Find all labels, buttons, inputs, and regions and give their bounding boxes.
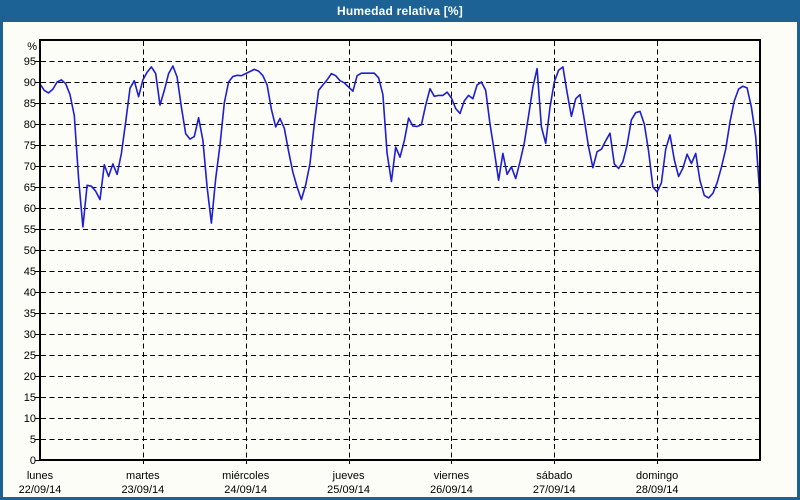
y-tick-label: 10	[24, 413, 36, 425]
chart-content: 0 5 10 15 20 25 30 35 40 45 50 55 60 65 70 75 80 85 90 95% l…	[3, 22, 797, 497]
y-tick-label: 25	[24, 350, 36, 362]
y-tick-label: 0	[30, 455, 36, 467]
day-name-label: lunes	[27, 470, 54, 482]
y-tick-label: 60	[24, 203, 36, 215]
y-tick-label: 85	[24, 98, 36, 110]
humidity-series-line	[39, 65, 761, 228]
day-date-label: 26/09/14	[430, 484, 473, 496]
day-date-label: 22/09/14	[19, 484, 62, 496]
y-tick-label: 40	[24, 287, 36, 299]
y-tick-label: 35	[24, 308, 36, 320]
day-date-label: 25/09/14	[327, 484, 370, 496]
day-date-label: 28/09/14	[636, 484, 679, 496]
y-tick-label: 20	[24, 371, 36, 383]
day-date-label: 27/09/14	[533, 484, 576, 496]
day-date-label: 23/09/14	[121, 484, 164, 496]
y-tick-label: 15	[24, 392, 36, 404]
day-name-label: jueves	[332, 470, 365, 482]
y-tick-label: 50	[24, 245, 36, 257]
y-tick-label: 5	[30, 434, 36, 446]
day-name-label: miércoles	[222, 470, 270, 482]
day-name-label: viernes	[434, 470, 470, 482]
y-tick-label: 90	[24, 77, 36, 89]
y-axis-unit: %	[27, 41, 37, 53]
y-tick-label: 65	[24, 182, 36, 194]
y-tick-label: 75	[24, 140, 36, 152]
day-name-label: sábado	[536, 470, 572, 482]
day-name-label: domingo	[636, 470, 678, 482]
chart-title-bar: Humedad relativa [%]	[0, 0, 800, 22]
chart-title: Humedad relativa [%]	[336, 4, 464, 18]
y-tick-label: 95	[24, 56, 36, 68]
y-tick-label: 70	[24, 161, 36, 173]
plot-frame	[39, 39, 761, 461]
y-tick-label: 80	[24, 119, 36, 131]
y-tick-label: 45	[24, 266, 36, 278]
y-tick-label: 55	[24, 224, 36, 236]
day-name-label: martes	[126, 470, 160, 482]
day-date-label: 24/09/14	[224, 484, 267, 496]
y-tick-label: 30	[24, 329, 36, 341]
